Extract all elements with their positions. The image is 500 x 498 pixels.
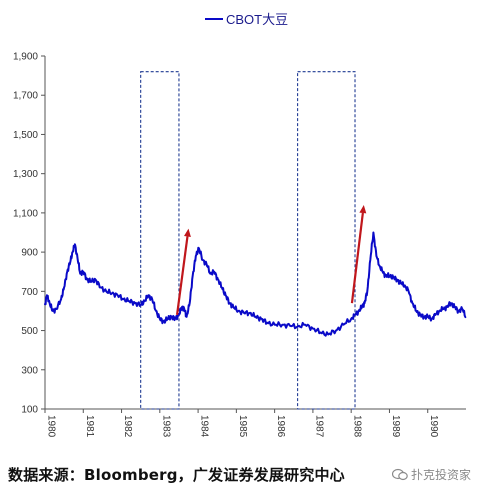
watermark: 扑克投资家 — [392, 466, 471, 483]
dashed-highlight-box — [297, 71, 356, 410]
x-axis-ticks: 1980 1981 1982 1983 1984 1985 1986 1987 1988 1989… — [44, 409, 439, 438]
x-tick-label: 1990 — [428, 415, 439, 438]
x-tick-label: 1988 — [352, 415, 363, 438]
x-tick-label: 1981 — [84, 415, 95, 438]
legend-label: CBOT大豆 — [226, 12, 289, 27]
y-tick-label: 1,100 — [13, 208, 38, 219]
x-tick-label: 1986 — [275, 415, 286, 438]
x-tick-label: 1980 — [46, 415, 57, 438]
source-footnote: 数据来源：Bloomberg，广发证券发展研究中心 — [8, 466, 345, 484]
chat-bubble-icon — [392, 468, 408, 480]
chart-axes — [44, 56, 466, 410]
y-tick-label: 500 — [21, 326, 38, 337]
y-tick-label: 100 — [21, 405, 38, 416]
y-tick-label: 300 — [21, 365, 38, 376]
trend-arrow-head — [359, 205, 367, 214]
chart-legend: CBOT大豆 — [205, 9, 288, 28]
y-tick-label: 900 — [21, 248, 38, 259]
highlight-boxes — [140, 71, 356, 410]
legend-swatch — [205, 17, 223, 20]
x-tick-label: 1984 — [199, 415, 210, 438]
trend-arrow-shaft — [350, 212, 364, 304]
trend-arrow-shaft — [175, 236, 189, 316]
trend-arrows — [175, 205, 367, 316]
x-tick-label: 1987 — [313, 415, 324, 438]
x-tick-label: 1982 — [122, 415, 133, 438]
x-tick-label: 1985 — [237, 415, 248, 438]
cbot-soybean-series-line — [44, 231, 467, 337]
y-tick-label: 700 — [21, 287, 38, 298]
watermark-text: 扑克投资家 — [411, 468, 472, 482]
x-tick-label: 1989 — [390, 415, 401, 438]
trend-arrow-head — [184, 228, 191, 237]
dashed-highlight-box — [140, 71, 180, 410]
y-axis-ticks: 100 300 500 700 900 1,100 1,300 1,500 1,700 1,900 — [13, 52, 45, 416]
series-group — [44, 231, 467, 337]
y-tick-label: 1,700 — [13, 91, 38, 102]
y-tick-label: 1,300 — [13, 169, 38, 180]
x-tick-label: 1983 — [160, 415, 171, 438]
y-tick-label: 1,500 — [13, 130, 38, 141]
y-tick-label: 1,900 — [13, 52, 38, 63]
